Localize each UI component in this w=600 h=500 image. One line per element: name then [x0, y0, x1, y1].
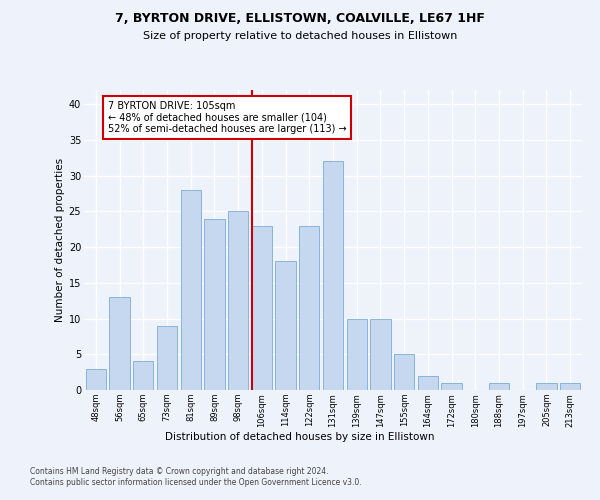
Bar — [394, 354, 414, 390]
Bar — [442, 383, 461, 390]
Bar — [228, 212, 248, 390]
Bar — [560, 383, 580, 390]
Bar — [86, 368, 106, 390]
Bar — [205, 218, 224, 390]
Bar — [323, 162, 343, 390]
Bar — [299, 226, 319, 390]
Bar — [109, 297, 130, 390]
Text: 7, BYRTON DRIVE, ELLISTOWN, COALVILLE, LE67 1HF: 7, BYRTON DRIVE, ELLISTOWN, COALVILLE, L… — [115, 12, 485, 26]
Bar — [418, 376, 438, 390]
Y-axis label: Number of detached properties: Number of detached properties — [55, 158, 65, 322]
Bar — [536, 383, 557, 390]
Text: Size of property relative to detached houses in Ellistown: Size of property relative to detached ho… — [143, 31, 457, 41]
Bar — [370, 318, 391, 390]
Bar — [133, 362, 154, 390]
Text: Distribution of detached houses by size in Ellistown: Distribution of detached houses by size … — [165, 432, 435, 442]
Bar — [275, 262, 296, 390]
Bar — [347, 318, 367, 390]
Bar — [157, 326, 177, 390]
Text: Contains HM Land Registry data © Crown copyright and database right 2024.
Contai: Contains HM Land Registry data © Crown c… — [30, 468, 362, 487]
Bar — [181, 190, 201, 390]
Bar — [252, 226, 272, 390]
Bar — [489, 383, 509, 390]
Text: 7 BYRTON DRIVE: 105sqm
← 48% of detached houses are smaller (104)
52% of semi-de: 7 BYRTON DRIVE: 105sqm ← 48% of detached… — [108, 100, 346, 134]
